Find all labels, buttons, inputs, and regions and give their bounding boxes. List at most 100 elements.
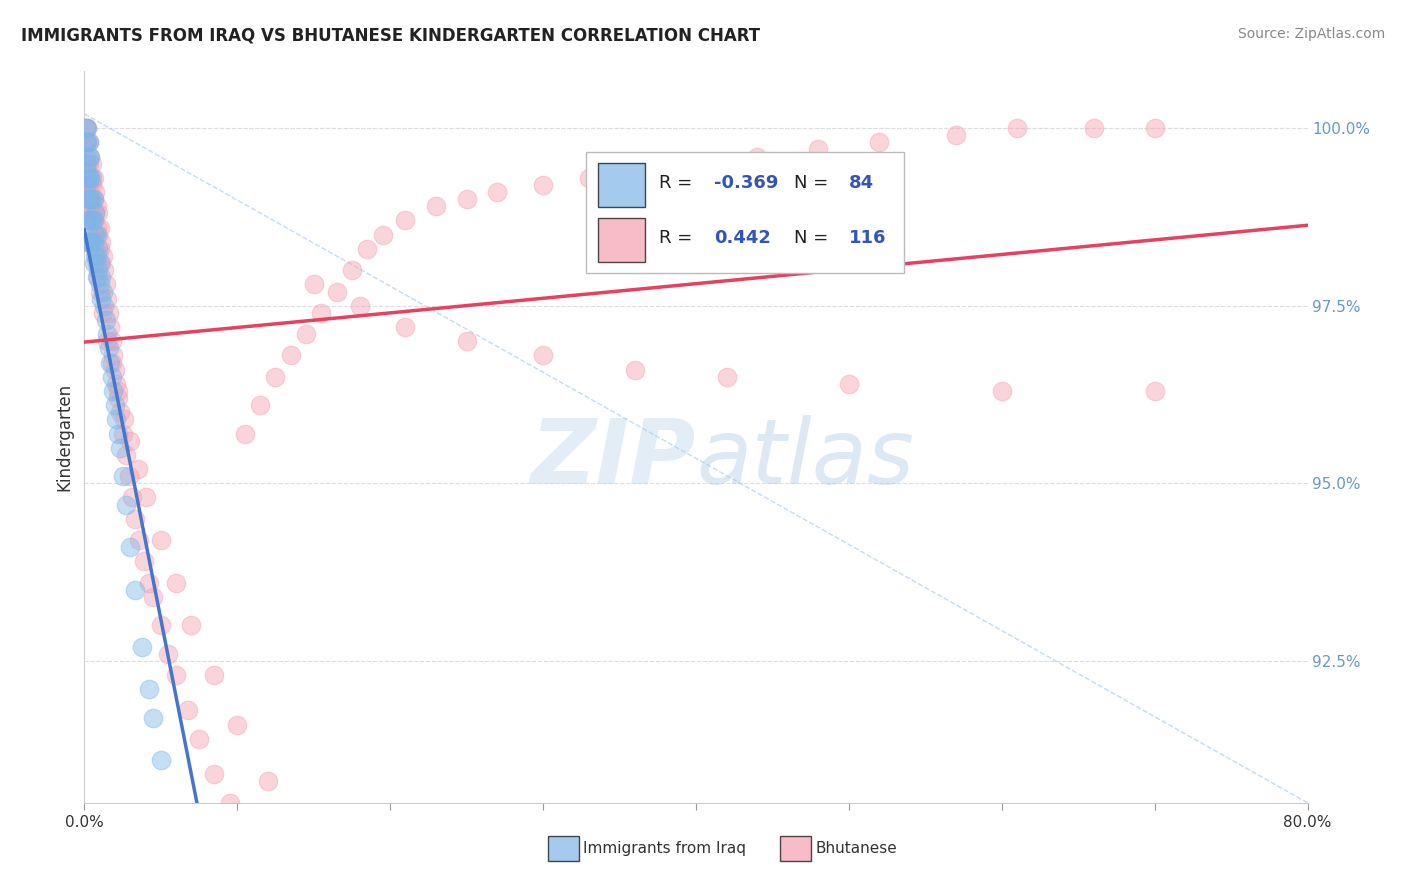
Point [624, 163, 647, 178]
Point [75, 156, 97, 170]
Point [456, 334, 478, 349]
Point [76, 170, 98, 185]
Text: 84: 84 [849, 174, 875, 193]
Point [79, 192, 101, 206]
Point [76, 213, 98, 227]
Point [75, 150, 97, 164]
Text: Immigrants from Iraq: Immigrants from Iraq [583, 841, 747, 855]
Point [149, 753, 172, 767]
Point [79, 192, 101, 206]
Point [76, 170, 98, 185]
Point [84, 242, 107, 256]
Point [87, 227, 110, 242]
Point [93, 299, 115, 313]
Point [138, 575, 160, 590]
Point [991, 384, 1014, 398]
Point [456, 192, 478, 206]
Point [90, 235, 112, 249]
Point [75, 121, 97, 136]
Point [108, 441, 131, 455]
Point [89, 242, 111, 256]
Point [107, 391, 129, 405]
Point [75, 121, 97, 136]
Point [79, 170, 101, 185]
Point [371, 227, 394, 242]
Point [1083, 121, 1105, 136]
Point [80, 170, 103, 185]
Point [91, 306, 114, 320]
Point [75, 136, 97, 150]
Text: R =: R = [659, 174, 699, 193]
Point [578, 170, 600, 185]
Point [79, 150, 101, 164]
Point [94, 313, 117, 327]
Point [83, 256, 105, 270]
Point [76, 192, 98, 206]
Point [945, 128, 967, 143]
Point [89, 256, 111, 270]
Point [91, 249, 114, 263]
Point [84, 227, 107, 242]
Point [107, 384, 129, 398]
Point [1143, 384, 1166, 398]
Point [624, 362, 647, 376]
Point [249, 398, 271, 412]
Point [86, 256, 108, 270]
Point [79, 213, 101, 227]
Point [77, 192, 100, 206]
Point [77, 185, 100, 199]
Text: 116: 116 [849, 229, 886, 247]
Point [87, 242, 110, 256]
Point [135, 491, 157, 505]
Point [747, 150, 769, 164]
Text: IMMIGRANTS FROM IRAQ VS BHUTANESE KINDERGARTEN CORRELATION CHART: IMMIGRANTS FROM IRAQ VS BHUTANESE KINDER… [21, 27, 761, 45]
Point [90, 256, 112, 270]
Point [124, 582, 146, 597]
Point [77, 235, 100, 249]
Point [325, 285, 347, 299]
FancyBboxPatch shape [598, 218, 644, 261]
Point [149, 533, 172, 547]
Point [394, 320, 416, 334]
Point [111, 426, 134, 441]
Point [86, 249, 108, 263]
Y-axis label: Kindergarten: Kindergarten [55, 383, 73, 491]
Point [149, 618, 172, 632]
Point [96, 292, 118, 306]
Point [202, 767, 225, 781]
Point [302, 277, 325, 292]
Point [101, 369, 124, 384]
Point [76, 178, 98, 192]
Point [177, 704, 200, 718]
Point [108, 405, 131, 419]
Point [202, 668, 225, 682]
Point [77, 136, 100, 150]
Point [77, 136, 100, 150]
Point [89, 277, 111, 292]
Point [127, 462, 149, 476]
Point [128, 533, 150, 547]
Point [75, 163, 97, 178]
Point [838, 376, 860, 391]
Point [75, 156, 97, 170]
Point [83, 227, 105, 242]
Text: ZIP: ZIP [530, 415, 696, 503]
Point [80, 213, 103, 227]
Point [76, 156, 98, 170]
Point [531, 348, 554, 362]
Point [142, 710, 165, 724]
Point [180, 618, 202, 632]
Point [807, 143, 830, 157]
Point [105, 376, 128, 391]
Point [121, 491, 143, 505]
Point [233, 426, 256, 441]
Point [264, 369, 287, 384]
Point [97, 341, 120, 355]
Point [349, 299, 371, 313]
Point [76, 235, 98, 249]
Point [80, 192, 103, 206]
Point [104, 362, 127, 376]
Point [80, 213, 103, 227]
Point [531, 178, 554, 192]
Point [90, 270, 112, 285]
